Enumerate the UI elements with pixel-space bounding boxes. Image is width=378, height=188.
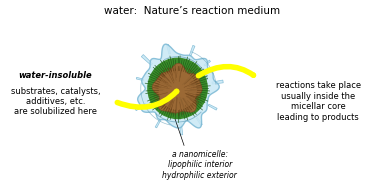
Polygon shape [180,124,183,135]
Text: reactions take place
usually inside the
micellar core
leading to products: reactions take place usually inside the … [276,81,361,122]
Polygon shape [189,45,195,56]
Polygon shape [152,63,202,113]
FancyArrowPatch shape [198,67,254,76]
Polygon shape [167,45,170,54]
Polygon shape [204,60,211,66]
Text: substrates, catalysts,
additives, etc.
are solubilized here: substrates, catalysts, additives, etc. a… [11,86,100,116]
Polygon shape [196,118,202,125]
Polygon shape [135,103,147,111]
Ellipse shape [147,58,208,119]
Polygon shape [208,104,217,110]
Text: water:  Nature’s reaction medium: water: Nature’s reaction medium [104,6,280,16]
Polygon shape [155,119,161,128]
Polygon shape [136,77,144,81]
Polygon shape [212,80,223,84]
FancyArrowPatch shape [117,91,177,107]
Text: a nanomicelle:
lipophilic interior
hydrophilic exterior: a nanomicelle: lipophilic interior hydro… [163,150,237,180]
Text: water-insoluble: water-insoluble [19,71,92,80]
Polygon shape [138,44,219,128]
Polygon shape [141,55,152,65]
